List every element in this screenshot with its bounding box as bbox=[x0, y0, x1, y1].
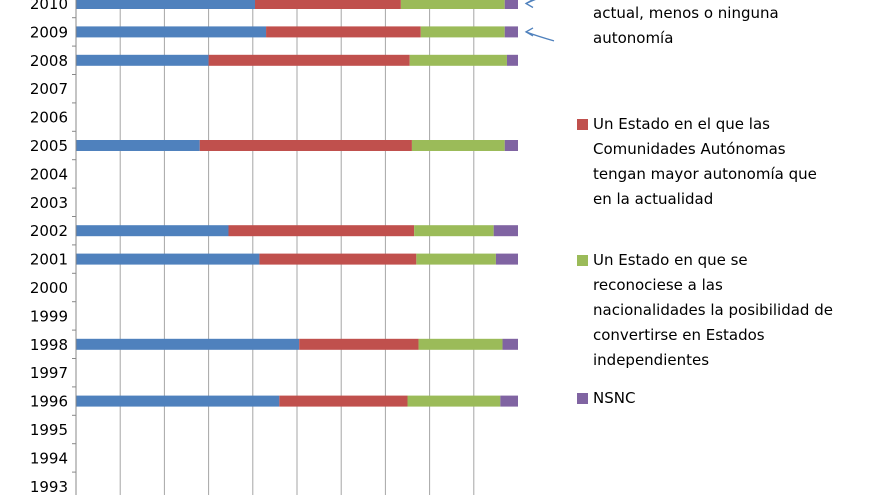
legend-text-line: Un Estado en el que las bbox=[593, 115, 770, 133]
arrow-2009 bbox=[524, 27, 555, 42]
bar-segment-2008-s2 bbox=[208, 54, 410, 66]
bars bbox=[76, 0, 518, 407]
legend-text-line: actual, menos o ninguna bbox=[593, 4, 779, 22]
legend-entry-4: NSNC bbox=[577, 389, 635, 407]
bar-segment-2009-s3 bbox=[420, 26, 505, 38]
bar-segment-2002-s4 bbox=[493, 225, 518, 237]
year-label-1993: 1993 bbox=[30, 478, 68, 495]
bar-segment-2008-s3 bbox=[409, 54, 507, 66]
year-label-2004: 2004 bbox=[30, 165, 68, 183]
bar-segment-2005-s1 bbox=[76, 140, 200, 151]
legend-text-line: autonomía bbox=[593, 29, 673, 47]
bar-segment-2005-s4 bbox=[504, 140, 518, 151]
legend-marker bbox=[577, 393, 588, 404]
year-label-2008: 2008 bbox=[30, 52, 68, 70]
bar-segment-2001-s2 bbox=[259, 253, 417, 265]
year-label-2003: 2003 bbox=[30, 194, 68, 212]
bar-segment-2001-s4 bbox=[495, 253, 518, 265]
year-label-1997: 1997 bbox=[30, 364, 68, 382]
bar-segment-2002-s2 bbox=[228, 225, 415, 237]
year-label-2009: 2009 bbox=[30, 23, 68, 41]
bar-segment-2002-s3 bbox=[414, 225, 494, 237]
bar-segment-1996-s2 bbox=[279, 395, 408, 407]
legend-text-line: convertirse en Estados bbox=[593, 326, 765, 344]
plot-area-border bbox=[72, 0, 77, 495]
bar-segment-1996-s1 bbox=[76, 395, 280, 407]
bar-segment-2010-s1 bbox=[76, 0, 256, 9]
arrow-2010 bbox=[524, 0, 536, 9]
bar-segment-1998-s4 bbox=[502, 338, 518, 350]
legend-entry-1: actual, menos o ninguna autonomía bbox=[593, 4, 779, 47]
year-label-2000: 2000 bbox=[30, 279, 68, 297]
bar-segment-2002-s1 bbox=[76, 225, 229, 237]
bar-segment-1996-s3 bbox=[407, 395, 501, 407]
bar-segment-2009-s4 bbox=[504, 26, 518, 38]
year-label-2010: 2010 bbox=[30, 0, 68, 13]
year-label-2006: 2006 bbox=[30, 109, 68, 127]
year-label-1995: 1995 bbox=[30, 421, 68, 439]
legend-entry-3: Un Estado en que se reconociese a las naci… bbox=[577, 251, 833, 369]
year-label-2002: 2002 bbox=[30, 222, 68, 240]
bar-segment-2010-s2 bbox=[255, 0, 401, 9]
bar-segment-1998-s2 bbox=[299, 338, 419, 350]
legend-text-line: nacionalidades la posibilidad de bbox=[593, 301, 833, 319]
year-axis-labels: 2010 2009 2008 2007 2006 2005 2004 2003 2002 2001… bbox=[30, 0, 68, 495]
gridlines bbox=[119, 0, 475, 495]
year-label-1996: 1996 bbox=[30, 393, 68, 411]
bar-segment-2009-s2 bbox=[266, 26, 421, 38]
year-label-1998: 1998 bbox=[30, 336, 68, 354]
bar-segment-2010-s4 bbox=[504, 0, 518, 9]
year-label-1994: 1994 bbox=[30, 449, 68, 467]
bar-segment-2008-s4 bbox=[506, 54, 518, 66]
bar-segment-2001-s3 bbox=[416, 253, 496, 265]
bar-segment-2010-s3 bbox=[400, 0, 505, 9]
bar-segment-1998-s1 bbox=[76, 338, 300, 350]
bar-segment-1998-s3 bbox=[418, 338, 503, 350]
bar-segment-2005-s2 bbox=[199, 140, 412, 151]
bar-segment-2005-s3 bbox=[411, 140, 505, 151]
legend-entry-2: Un Estado en el que las Comunidades Autón… bbox=[577, 115, 817, 208]
legend-text-line: en la actualidad bbox=[593, 190, 713, 208]
legend-text-line: tengan mayor autonomía que bbox=[593, 165, 817, 183]
annotation-arrows bbox=[524, 0, 555, 42]
bar-segment-2001-s1 bbox=[76, 253, 260, 265]
legend-marker bbox=[577, 119, 588, 130]
bar-segment-2008-s1 bbox=[76, 54, 209, 66]
year-label-2007: 2007 bbox=[30, 80, 68, 98]
legend-text-line: independientes bbox=[593, 351, 709, 369]
year-label-1999: 1999 bbox=[30, 307, 68, 325]
legend: actual, menos o ninguna autonomía Un Estad… bbox=[577, 4, 833, 407]
legend-marker bbox=[577, 255, 588, 266]
legend-text-line: NSNC bbox=[593, 389, 635, 407]
legend-text-line: Comunidades Autónomas bbox=[593, 140, 786, 158]
bar-segment-1996-s4 bbox=[500, 395, 518, 407]
year-label-2001: 2001 bbox=[30, 251, 68, 269]
legend-text-line: Un Estado en que se bbox=[593, 251, 748, 269]
year-label-2005: 2005 bbox=[30, 137, 68, 155]
bar-segment-2009-s1 bbox=[76, 26, 267, 38]
legend-text-line: reconociese a las bbox=[593, 276, 723, 294]
